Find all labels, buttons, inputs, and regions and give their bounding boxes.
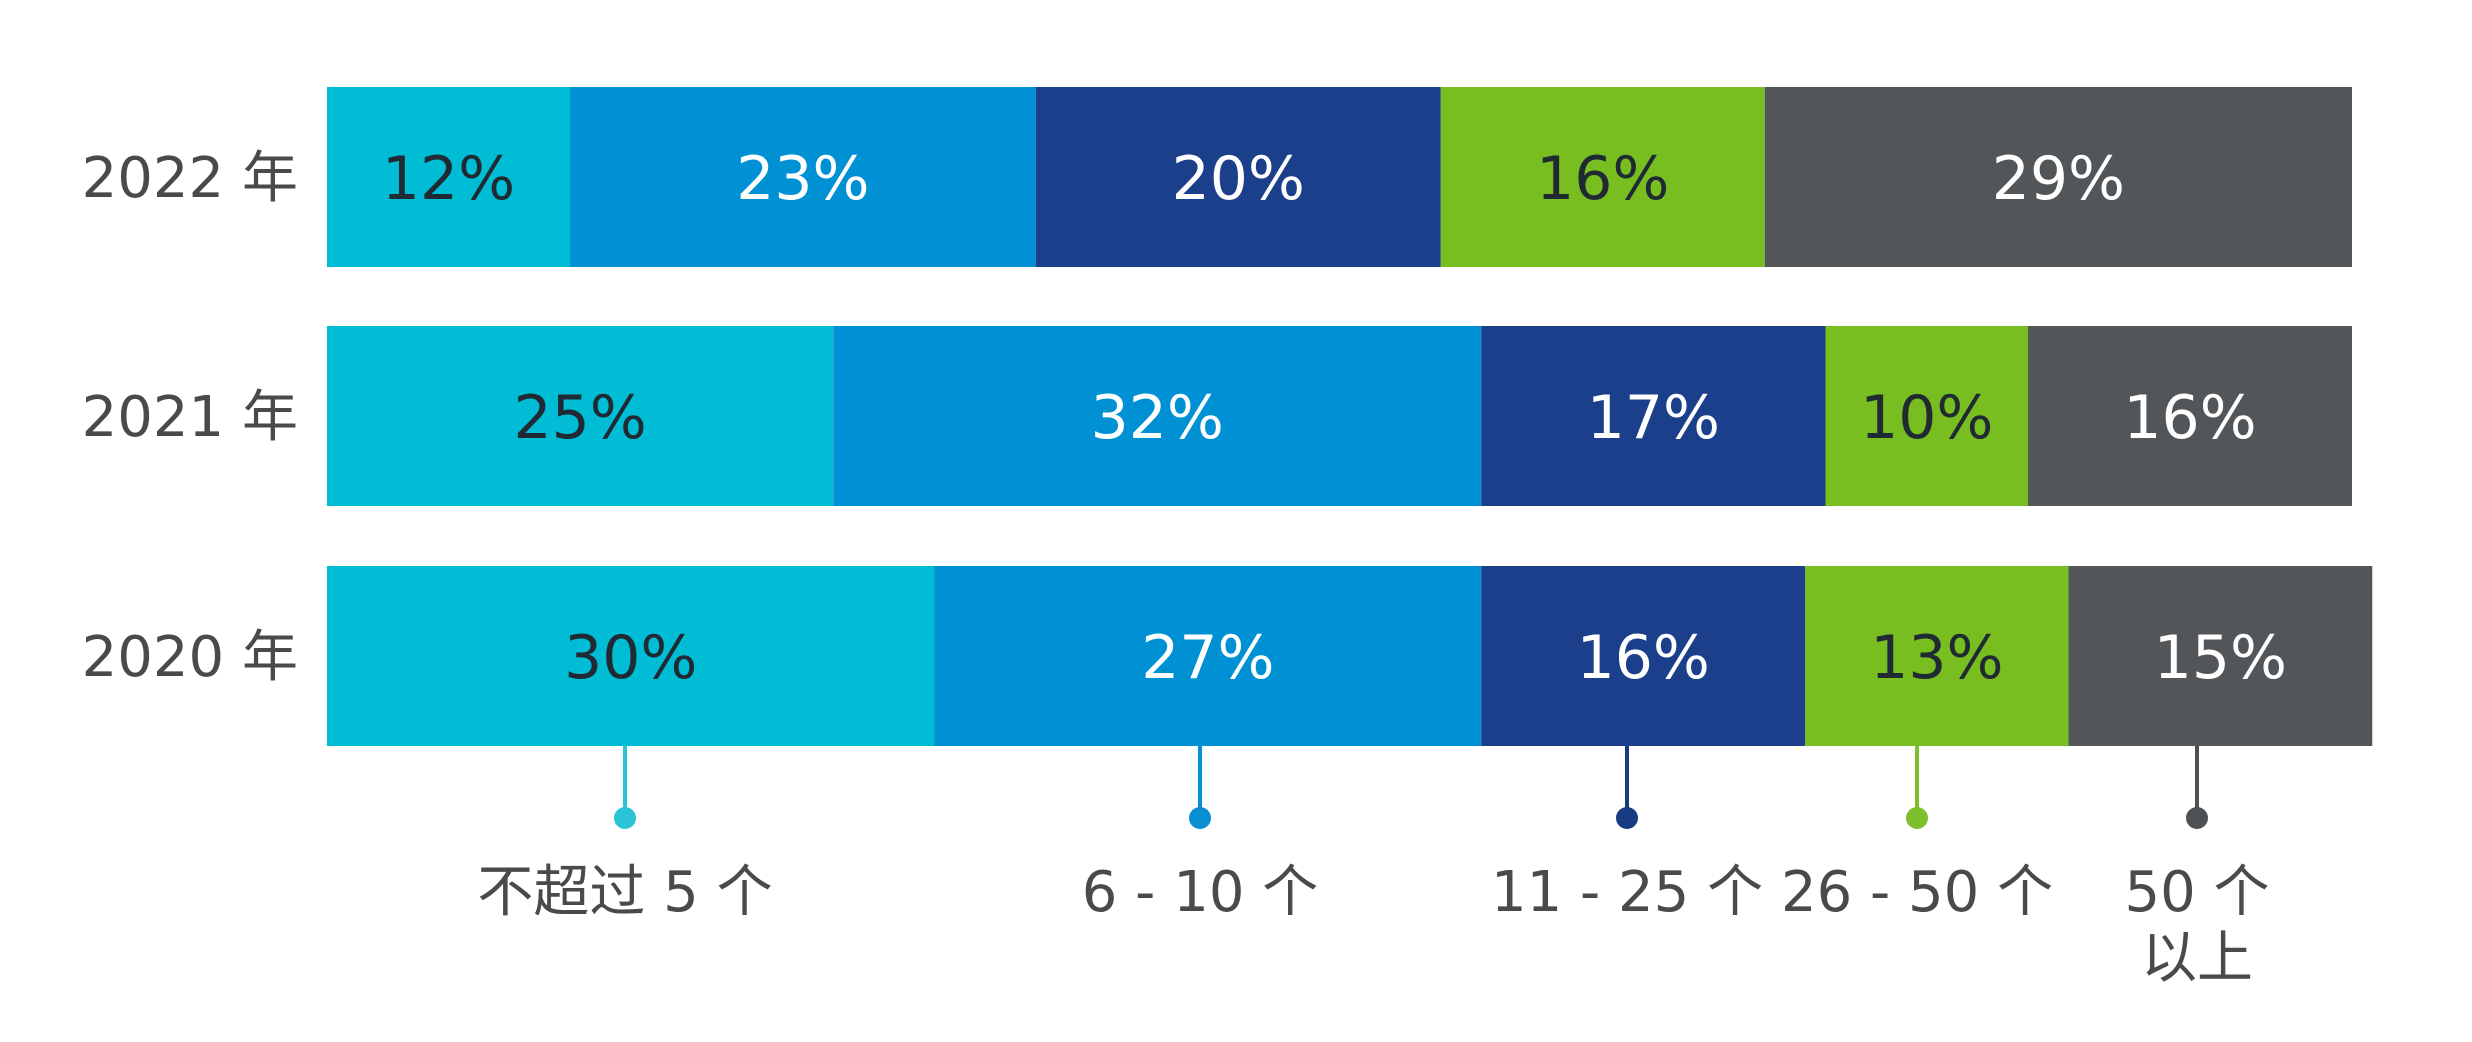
data-label: 16%: [2123, 383, 2256, 453]
bar-segment: [2068, 566, 2373, 746]
legend-label-line: 50 个: [2124, 860, 2269, 925]
data-label: 16%: [1536, 144, 1669, 214]
data-label: 30%: [564, 623, 697, 693]
data-label: 32%: [1091, 383, 1224, 453]
bar-segment: [327, 566, 935, 746]
data-label: 27%: [1141, 623, 1274, 693]
bar-segment: [1805, 566, 2069, 746]
legend-label: 6 - 10 个: [1082, 860, 1319, 925]
bar-segment: [570, 87, 1036, 267]
legend-label-line: 11 - 25 个: [1491, 860, 1763, 925]
legend-label-line: 以上: [2141, 926, 2253, 991]
bar-row: 2021 年 25% 32% 17% 10% 16%: [82, 326, 2352, 506]
legend-label-line: 6 - 10 个: [1082, 860, 1319, 925]
data-label: 25%: [513, 383, 646, 453]
bar-segment: [934, 566, 1482, 746]
legend-item: 6 - 10 个: [1082, 746, 1319, 925]
bar-segment: [1035, 87, 1441, 267]
bar-segment: [833, 326, 1482, 506]
legend-marker: [614, 807, 636, 829]
legend-marker: [1906, 807, 1928, 829]
bar-row: 2020 年 30% 27% 16% 13% 15%: [82, 566, 2373, 746]
legend-label-line: 26 - 50 个: [1781, 860, 2053, 925]
legend-label: 11 - 25 个: [1491, 860, 1763, 925]
legend-label: 26 - 50 个: [1781, 860, 2053, 925]
legend-item: 不超过 5 个: [477, 746, 773, 925]
legend-marker: [1189, 807, 1211, 829]
bar-segment: [1440, 87, 1765, 267]
legend-marker: [2186, 807, 2208, 829]
bar-segment: [1764, 87, 2352, 267]
data-label: 10%: [1860, 383, 1993, 453]
bar-segment: [327, 326, 834, 506]
legend-marker: [1616, 807, 1638, 829]
data-label: 23%: [736, 144, 869, 214]
data-label: 15%: [2154, 623, 2287, 693]
data-label: 29%: [1992, 144, 2125, 214]
bar-segment: [1481, 326, 1826, 506]
bar-segment: [1825, 326, 2028, 506]
row-label: 2021 年: [82, 385, 298, 450]
legend-label: 不超过 5 个: [477, 860, 772, 925]
legend-label: 50 个以上: [2124, 860, 2269, 991]
data-label: 16%: [1577, 623, 1710, 693]
bar-segment: [1481, 566, 1806, 746]
row-label: 2022 年: [82, 146, 298, 211]
data-label: 20%: [1172, 144, 1305, 214]
legend-item: 50 个以上: [2124, 746, 2270, 991]
bar-segment: [2028, 326, 2352, 506]
bar-segment: [327, 87, 570, 267]
row-label: 2020 年: [82, 625, 298, 690]
data-label: 12%: [382, 144, 515, 214]
data-label: 17%: [1587, 383, 1720, 453]
legend-label-line: 不超过 5 个: [477, 860, 772, 925]
data-label: 13%: [1870, 623, 2003, 693]
bar-row: 2022 年 12% 23% 20% 16% 29%: [82, 87, 2352, 267]
legend-item: 26 - 50 个: [1781, 746, 2053, 925]
legend-item: 11 - 25 个: [1491, 746, 1763, 925]
